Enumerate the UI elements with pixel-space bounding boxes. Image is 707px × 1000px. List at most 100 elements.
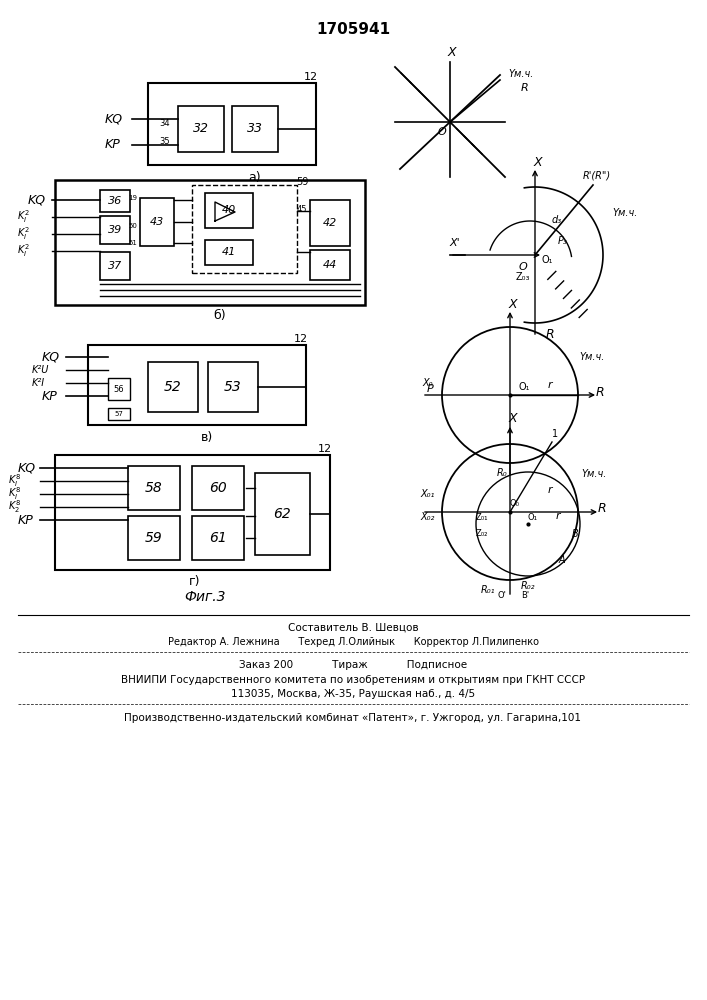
Text: R₀₂: R₀₂ bbox=[521, 581, 535, 591]
Bar bbox=[128, 516, 180, 560]
Text: Yм.ч.: Yм.ч. bbox=[508, 69, 533, 79]
Text: Z₀₁: Z₀₁ bbox=[476, 512, 489, 522]
Text: 35: 35 bbox=[160, 137, 170, 146]
Bar bbox=[192, 466, 244, 510]
Text: X: X bbox=[509, 412, 518, 426]
Text: KP: KP bbox=[18, 514, 34, 526]
Text: KP: KP bbox=[42, 389, 58, 402]
Bar bbox=[148, 83, 316, 165]
Text: 36: 36 bbox=[108, 196, 122, 206]
Text: 44: 44 bbox=[323, 260, 337, 270]
Text: 12: 12 bbox=[318, 444, 332, 454]
Text: B': B' bbox=[521, 590, 529, 599]
Bar bbox=[205, 193, 253, 228]
Text: Z₀₂: Z₀₂ bbox=[476, 530, 489, 538]
Text: X₀₁: X₀₁ bbox=[421, 489, 436, 499]
Text: r: r bbox=[548, 485, 552, 495]
Text: 52: 52 bbox=[164, 380, 182, 394]
Bar bbox=[192, 516, 244, 560]
Bar bbox=[232, 106, 278, 152]
Bar bbox=[55, 455, 330, 570]
Text: 51: 51 bbox=[129, 240, 137, 246]
Bar bbox=[192, 185, 297, 273]
Text: 39: 39 bbox=[108, 225, 122, 235]
Text: R₀: R₀ bbox=[497, 468, 508, 478]
Text: R'(R"): R'(R") bbox=[583, 170, 611, 180]
Text: 57: 57 bbox=[115, 411, 124, 417]
Text: $K_I^2$: $K_I^2$ bbox=[17, 209, 30, 225]
Text: 40: 40 bbox=[222, 205, 236, 215]
Text: 50: 50 bbox=[129, 223, 137, 229]
Text: K²U: K²U bbox=[32, 365, 49, 375]
Text: R₀₁: R₀₁ bbox=[481, 585, 495, 595]
Text: 59: 59 bbox=[145, 531, 163, 545]
Bar bbox=[100, 216, 130, 244]
Bar bbox=[255, 473, 310, 555]
Text: R: R bbox=[521, 83, 529, 93]
Text: Производственно-издательский комбинат «Патент», г. Ужгород, ул. Гагарина,101: Производственно-издательский комбинат «П… bbox=[124, 713, 581, 723]
Text: 32: 32 bbox=[193, 122, 209, 135]
Text: 33: 33 bbox=[247, 122, 263, 135]
Text: A: A bbox=[559, 555, 566, 565]
Text: Yм.ч.: Yм.ч. bbox=[579, 352, 604, 362]
Bar bbox=[310, 250, 350, 280]
Text: $K_I^2$: $K_I^2$ bbox=[17, 243, 30, 259]
Text: 12: 12 bbox=[304, 72, 318, 82]
Text: d₃: d₃ bbox=[552, 215, 562, 225]
Bar bbox=[178, 106, 224, 152]
Text: 113035, Москва, Ж-35, Раушская наб., д. 4/5: 113035, Москва, Ж-35, Раушская наб., д. … bbox=[231, 689, 475, 699]
Text: O₁: O₁ bbox=[518, 382, 530, 392]
Text: r: r bbox=[548, 380, 552, 390]
Text: Z₀₃: Z₀₃ bbox=[515, 272, 530, 282]
Text: 42: 42 bbox=[323, 218, 337, 228]
Text: KQ: KQ bbox=[18, 462, 36, 475]
Text: 1: 1 bbox=[552, 429, 558, 439]
Text: Фиг.3: Фиг.3 bbox=[185, 590, 226, 604]
Text: 19: 19 bbox=[129, 195, 137, 201]
Text: 34: 34 bbox=[160, 119, 170, 128]
Text: 62: 62 bbox=[273, 507, 291, 521]
Text: O': O' bbox=[498, 590, 506, 599]
Text: $K_I^2$: $K_I^2$ bbox=[17, 226, 30, 242]
Text: 41: 41 bbox=[222, 247, 236, 257]
Text: ВНИИПИ Государственного комитета по изобретениям и открытиям при ГКНТ СССР: ВНИИПИ Государственного комитета по изоб… bbox=[121, 675, 585, 685]
Text: Yм.ч.: Yм.ч. bbox=[612, 208, 638, 218]
Text: P₃: P₃ bbox=[558, 236, 568, 246]
Text: 58: 58 bbox=[145, 481, 163, 495]
Text: Составитель В. Шевцов: Составитель В. Шевцов bbox=[288, 623, 419, 633]
Text: P: P bbox=[426, 384, 433, 394]
Text: X': X' bbox=[450, 238, 460, 248]
Bar bbox=[108, 378, 130, 400]
Bar bbox=[108, 408, 130, 420]
Text: O₁: O₁ bbox=[527, 512, 537, 522]
Text: O₀: O₀ bbox=[509, 498, 519, 508]
Text: KQ: KQ bbox=[42, 351, 60, 363]
Text: r: r bbox=[556, 511, 561, 521]
Text: R: R bbox=[596, 385, 604, 398]
Text: X₀₂: X₀₂ bbox=[421, 512, 436, 522]
Bar bbox=[88, 345, 306, 425]
Text: 60: 60 bbox=[209, 481, 227, 495]
Bar bbox=[100, 190, 130, 212]
Text: X: X bbox=[534, 155, 542, 168]
Text: Yм.ч.: Yм.ч. bbox=[581, 469, 607, 479]
Text: Редактор А. Лежнина      Техред Л.Олийнык      Корректор Л.Пилипенко: Редактор А. Лежнина Техред Л.Олийнык Кор… bbox=[168, 637, 539, 647]
Text: KP: KP bbox=[105, 138, 121, 151]
Text: $K_2^8$: $K_2^8$ bbox=[8, 499, 21, 515]
Text: $K_I^8$: $K_I^8$ bbox=[8, 473, 21, 489]
Text: X: X bbox=[509, 298, 518, 310]
Bar bbox=[140, 198, 174, 246]
Bar bbox=[310, 200, 350, 246]
Text: г): г) bbox=[189, 576, 201, 588]
Text: R: R bbox=[597, 502, 607, 516]
Bar bbox=[100, 252, 130, 280]
Text: X₀: X₀ bbox=[423, 378, 433, 388]
Text: $K_I^8$: $K_I^8$ bbox=[8, 486, 21, 502]
Text: 56: 56 bbox=[114, 384, 124, 393]
Text: 45: 45 bbox=[297, 206, 308, 215]
Text: R: R bbox=[546, 328, 554, 342]
Text: 1705941: 1705941 bbox=[316, 22, 390, 37]
Text: K²I: K²I bbox=[32, 378, 45, 388]
Text: Заказ 200            Тираж            Подписное: Заказ 200 Тираж Подписное bbox=[239, 660, 467, 670]
Text: 43: 43 bbox=[150, 217, 164, 227]
